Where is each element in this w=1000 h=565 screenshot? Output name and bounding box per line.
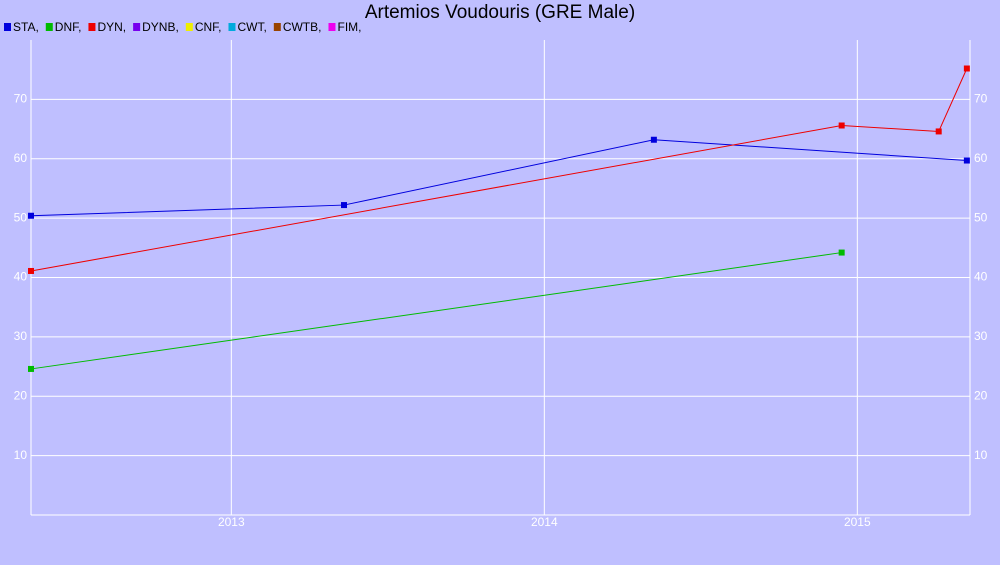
legend-label: FIM, [337, 20, 361, 34]
y2-tick-label: 30 [974, 329, 988, 343]
series-line [30, 139, 967, 217]
legend-swatch [185, 23, 193, 31]
data-point [838, 122, 845, 129]
y2-tick-label: 10 [974, 448, 988, 462]
y-tick-label: 20 [14, 388, 28, 402]
data-point [935, 128, 942, 135]
y2-tick-label: 50 [974, 210, 988, 224]
legend-swatch [328, 23, 336, 31]
data-point [28, 212, 34, 219]
legend-swatch [133, 23, 141, 31]
legend-label: STA, [13, 20, 39, 34]
y2-tick-label: 70 [974, 92, 988, 106]
legend-swatch [45, 23, 53, 31]
series-line [30, 68, 968, 272]
legend-label: DYN, [97, 20, 126, 34]
legend-label: CWT, [237, 20, 266, 34]
x-tick-label: 2015 [844, 515, 871, 529]
legend-swatch [228, 23, 236, 31]
legend-swatch [88, 23, 96, 31]
y-tick-label: 40 [14, 270, 28, 284]
y-tick-label: 30 [14, 329, 28, 343]
y-tick-label: 60 [14, 151, 28, 165]
chart-title: Artemios Voudouris (GRE Male) [365, 2, 635, 23]
x-tick-label: 2013 [218, 515, 245, 529]
data-point [650, 136, 657, 143]
y2-tick-label: 40 [974, 270, 988, 284]
data-point [963, 65, 970, 72]
legend-label: DNF, [55, 20, 82, 34]
data-point [28, 365, 34, 372]
x-tick-label: 2014 [531, 515, 558, 529]
data-point [838, 249, 845, 256]
y2-tick-label: 20 [974, 388, 988, 402]
y-tick-label: 10 [14, 448, 28, 462]
series-line [30, 252, 842, 370]
data-point [28, 267, 34, 274]
data-point [341, 202, 347, 209]
legend-label: CWTB, [283, 20, 322, 34]
legend-swatch [273, 23, 281, 31]
legend-label: CNF, [195, 20, 222, 34]
y-tick-label: 70 [14, 92, 28, 106]
y-tick-label: 50 [14, 210, 28, 224]
legend-swatch [4, 23, 11, 31]
y2-tick-label: 60 [974, 151, 988, 165]
data-point [963, 157, 970, 164]
legend-label: DYNB, [142, 20, 179, 34]
